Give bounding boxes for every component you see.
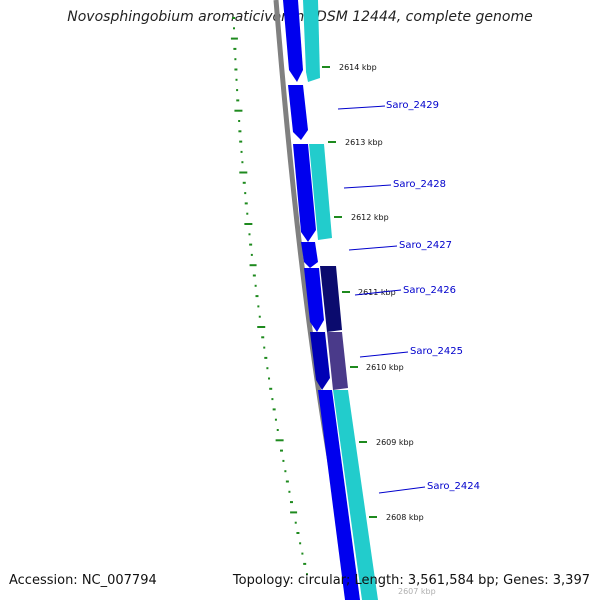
gene-block-cyan-top[interactable] [303,0,320,82]
gene-leader-saro-2428 [343,184,392,189]
gene-arrow-saro-2428[interactable] [293,144,316,242]
kbp-label-2610: 2610 kbp [366,363,404,372]
gene-arrow-saro-2429[interactable] [288,85,308,140]
kbp-label-2614: 2614 kbp [339,63,377,72]
map-title: Novosphingobium aromaticivorans DSM 1244… [67,9,533,25]
gene-leader-saro-2427 [348,245,398,251]
gene-label-saro-2425[interactable]: Saro_2425 [410,346,463,357]
forward-strand [283,0,360,600]
kbp-label-2608: 2608 kbp [386,513,424,522]
gene-label-saro-2426[interactable]: Saro_2426 [403,285,456,296]
gene-label-saro-2428[interactable]: Saro_2428 [393,179,446,190]
genome-summary-text: Topology: circular; Length: 3,561,584 bp… [232,573,590,588]
gene-label-saro-2424[interactable]: Saro_2424 [427,481,480,492]
gene-arrow-saro-2429-region[interactable] [283,0,303,82]
kbp-label-2612: 2612 kbp [351,213,389,222]
gene-leader-saro-2429 [337,105,386,110]
gene-block-saro-2426[interactable] [320,266,342,332]
gene-leader-saro-2425 [359,351,409,358]
gene-arrow-saro-2424[interactable] [318,390,360,600]
kbp-label-2609: 2609 kbp [376,438,414,447]
gene-leader-saro-2426 [354,289,402,296]
gene-block-cyan-2428[interactable] [309,144,332,240]
kbp-label-2613: 2613 kbp [345,138,383,147]
accession-text: Accession: NC_007794 [9,573,157,588]
gene-block-saro-2425[interactable] [327,332,348,390]
gene-leader-saro-2424 [378,486,426,494]
gene-arrow-saro-2425[interactable] [310,332,330,390]
gene-label-saro-2429[interactable]: Saro_2429 [386,100,439,111]
gene-block-cyan-2424[interactable] [333,390,378,600]
gene-arrow-saro-2426[interactable] [304,268,324,332]
gene-arrow-saro-2427[interactable] [301,242,318,268]
gc-content-plot [230,17,309,576]
gene-labels: Saro_2429 Saro_2428 Saro_2427 Saro_2426 … [337,100,480,494]
reverse-strand [303,0,378,600]
kbp-label-2607: 2607 kbp [398,587,436,596]
gene-label-saro-2427[interactable]: Saro_2427 [399,240,452,251]
